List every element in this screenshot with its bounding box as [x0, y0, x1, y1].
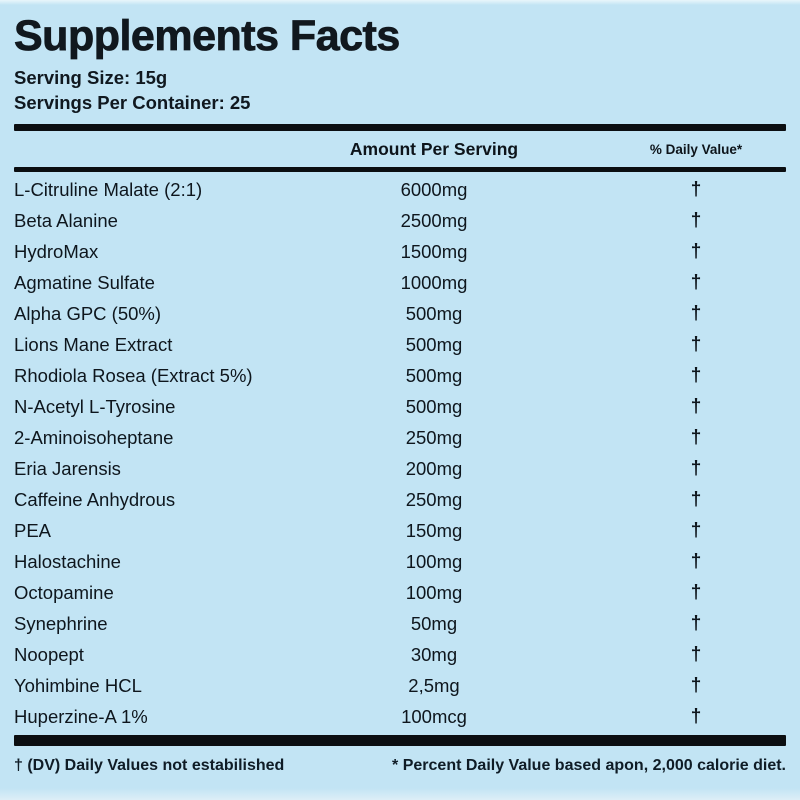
table-row: Synephrine 50mg † — [14, 608, 786, 639]
amount-value: 200mg — [405, 457, 463, 479]
bottom-divider-bar — [14, 735, 786, 746]
daily-value-dagger: † — [690, 240, 702, 262]
table-row: Alpha GPC (50%) 500mg † — [14, 298, 786, 329]
table-row: Beta Alanine 2500mg † — [14, 205, 786, 236]
ingredient-name: L-Citruline Malate (2:1) — [14, 178, 203, 200]
daily-value-dagger: † — [690, 674, 702, 696]
daily-value-dagger: † — [690, 581, 702, 603]
table-row: Noopept 30mg † — [14, 639, 786, 670]
daily-value-dagger: † — [690, 178, 702, 200]
ingredient-name: N-Acetyl L-Tyrosine — [14, 395, 176, 417]
amount-value: 6000mg — [400, 178, 468, 200]
daily-value-dagger: † — [690, 333, 702, 355]
daily-value-dagger: † — [690, 364, 702, 386]
daily-value-header: % Daily Value* — [649, 141, 743, 157]
daily-value-dagger: † — [690, 209, 702, 231]
ingredient-name: Alpha GPC (50%) — [14, 302, 162, 324]
ingredient-name: Rhodiola Rosea (Extract 5%) — [14, 364, 253, 386]
daily-value-dagger: † — [690, 519, 702, 541]
amount-value: 500mg — [405, 333, 463, 355]
amount-value: 2,5mg — [408, 674, 460, 696]
ingredient-name: PEA — [14, 519, 52, 541]
header-divider-bar — [14, 167, 786, 172]
daily-value-dagger: † — [690, 705, 702, 727]
ingredient-name: Halostachine — [14, 550, 121, 572]
table-row: Agmatine Sulfate 1000mg † — [14, 267, 786, 298]
amount-value: 500mg — [405, 395, 463, 417]
percent-daily-value-note: * Percent Daily Value based apon, 2,000 … — [392, 757, 786, 774]
daily-value-dagger: † — [690, 488, 702, 510]
top-divider-bar — [14, 124, 786, 131]
ingredient-name: HydroMax — [14, 240, 99, 262]
amount-per-serving-header: Amount Per Serving — [349, 138, 519, 159]
ingredient-name: Lions Mane Extract — [14, 333, 173, 355]
ingredient-name: Caffeine Anhydrous — [14, 488, 176, 510]
table-row: PEA 150mg † — [14, 515, 786, 546]
table-row: N-Acetyl L-Tyrosine 500mg † — [14, 391, 786, 422]
ingredient-name: Octopamine — [14, 581, 114, 603]
table-header-row: Amount Per Serving % Daily Value* — [14, 131, 786, 167]
table-row: Eria Jarensis 200mg † — [14, 453, 786, 484]
amount-value: 500mg — [405, 364, 463, 386]
amount-value: 100mg — [405, 550, 463, 572]
amount-value: 50mg — [410, 612, 458, 634]
ingredients-table: L-Citruline Malate (2:1) 6000mg † Beta A… — [14, 174, 786, 732]
ingredient-name: Eria Jarensis — [14, 457, 121, 479]
amount-value: 100mg — [405, 581, 463, 603]
amount-value: 500mg — [405, 302, 463, 324]
amount-value: 250mg — [405, 426, 463, 448]
table-row: 2-Aminoisoheptane 250mg † — [14, 422, 786, 453]
table-row: Caffeine Anhydrous 250mg † — [14, 484, 786, 515]
ingredient-name: Beta Alanine — [14, 209, 118, 231]
daily-value-dagger: † — [690, 271, 702, 293]
daily-value-dagger: † — [690, 612, 702, 634]
page-title: Supplements Facts — [14, 12, 401, 61]
servings-per-container-text: Servings Per Container: 25 — [14, 92, 251, 113]
ingredient-name: 2-Aminoisoheptane — [14, 426, 174, 448]
daily-value-dagger: † — [690, 395, 702, 417]
table-row: Yohimbine HCL 2,5mg † — [14, 670, 786, 701]
ingredient-name: Noopept — [14, 643, 84, 665]
ingredient-name: Yohimbine HCL — [14, 674, 142, 696]
table-row: Rhodiola Rosea (Extract 5%) 500mg † — [14, 360, 786, 391]
amount-value: 1000mg — [400, 271, 468, 293]
table-row: Halostachine 100mg † — [14, 546, 786, 577]
serving-info: Serving Size: 15g Servings Per Container… — [14, 65, 786, 115]
amount-value: 2500mg — [400, 209, 468, 231]
table-row: Octopamine 100mg † — [14, 577, 786, 608]
ingredient-name: Huperzine-A 1% — [14, 705, 148, 727]
amount-value: 250mg — [405, 488, 463, 510]
daily-value-dagger: † — [690, 302, 702, 324]
daily-value-dagger: † — [690, 426, 702, 448]
table-row: Lions Mane Extract 500mg † — [14, 329, 786, 360]
amount-value: 30mg — [410, 643, 458, 665]
serving-size-text: Serving Size: 15g — [14, 67, 168, 88]
ingredient-name: Synephrine — [14, 612, 108, 634]
table-row: Huperzine-A 1% 100mcg † — [14, 701, 786, 732]
table-row: HydroMax 1500mg † — [14, 236, 786, 267]
amount-value: 150mg — [405, 519, 463, 541]
amount-value: 100mcg — [401, 705, 467, 727]
table-row: L-Citruline Malate (2:1) 6000mg † — [14, 174, 786, 205]
daily-value-dagger: † — [690, 643, 702, 665]
daily-value-dagger: † — [690, 550, 702, 572]
dv-not-established-note: † (DV) Daily Values not estabilished — [14, 757, 285, 774]
footnotes: † (DV) Daily Values not estabilished * P… — [14, 746, 786, 775]
ingredient-name: Agmatine Sulfate — [14, 271, 155, 293]
daily-value-dagger: † — [690, 457, 702, 479]
amount-value: 1500mg — [400, 240, 468, 262]
